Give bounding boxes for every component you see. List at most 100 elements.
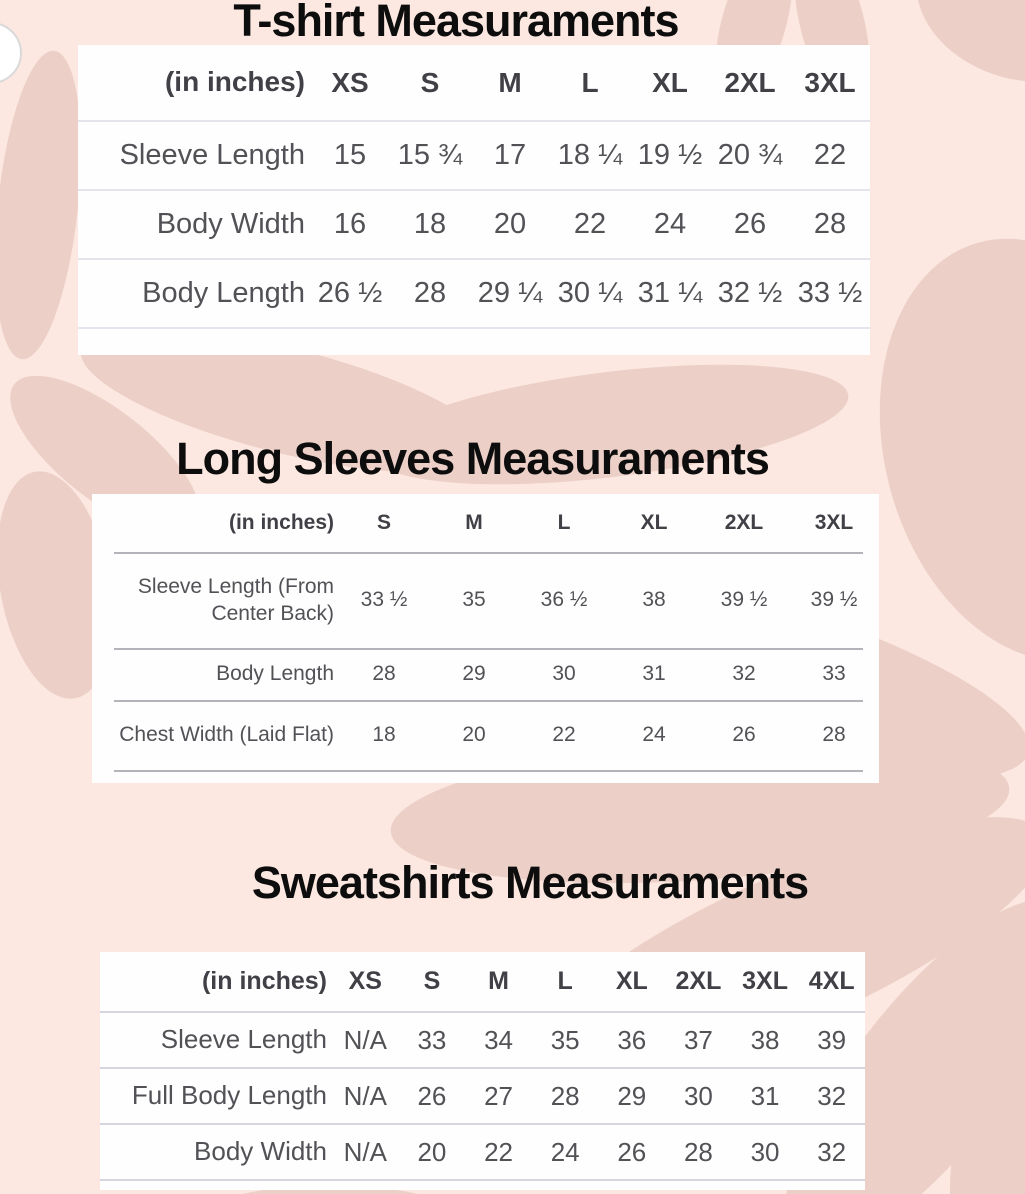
table-row: Full Body Length N/A 26 27 28 29 30 31 3… (100, 1068, 865, 1124)
size-column-header: L (581, 66, 599, 98)
measurement-value: 28 (372, 662, 396, 685)
measurement-value: 33 ½ (797, 277, 863, 309)
measurement-value: 20 ¾ (717, 139, 783, 171)
measurement-value: 35 (550, 1024, 580, 1055)
measurement-value: 26 (617, 1136, 647, 1167)
measurement-value: 30 ¼ (557, 277, 623, 309)
measurement-value: 38 (642, 588, 666, 611)
size-column-header: M (498, 66, 522, 98)
table-row: Chest Width (Laid Flat) 18 20 22 24 26 2… (92, 700, 879, 770)
measurement-row-label: Sleeve Length (160, 1024, 327, 1055)
measurement-value: 18 (413, 208, 447, 240)
table-row: Body Length 26 ½ 28 29 ¼ 30 ¼ 31 ¼ 32 ½ … (78, 259, 870, 328)
size-column-header: 4XL (808, 967, 855, 995)
measurement-value: 22 (813, 139, 847, 171)
measurement-row-label: Sleeve Length (119, 138, 305, 171)
sweatshirts-table-title: Sweatshirts Measuraments (251, 857, 809, 908)
measurement-value: 32 ½ (717, 277, 783, 309)
measurement-row-label: Sleeve Length (From Center Back) (137, 574, 334, 625)
row-divider (114, 648, 863, 650)
tshirt-table-title: T-shirt Measuraments (233, 0, 679, 46)
measurement-value: 22 (573, 208, 607, 240)
measurement-value: 26 (733, 208, 767, 240)
measurement-value: 17 (493, 139, 527, 171)
size-column-header: 3XL (804, 66, 856, 98)
size-column-header: XL (652, 66, 688, 98)
measurement-value: 32 (732, 662, 756, 685)
measurement-value: 30 (750, 1136, 780, 1167)
measurement-value: 34 (484, 1024, 514, 1055)
measurement-value: 24 (642, 723, 666, 746)
measurement-value: 29 (617, 1080, 647, 1111)
measurement-row-label: Body Length (216, 662, 334, 686)
measurement-value: 20 (493, 208, 527, 240)
measurement-value: 28 (413, 277, 447, 309)
table-row: Sleeve Length 15 15 ¾ 17 18 ¼ 19 ½ 20 ¾ … (78, 121, 870, 190)
measurement-value: 26 ½ (317, 277, 383, 309)
measurement-value: 38 (750, 1024, 780, 1055)
measurement-value: 30 (683, 1080, 713, 1111)
measurement-value: 18 (372, 723, 396, 746)
measurement-value: N/A (343, 1080, 387, 1111)
measurement-value: 15 ¾ (397, 139, 463, 171)
measurement-value: 30 (552, 662, 576, 685)
measurement-value: 22 (552, 723, 576, 746)
table-header-row: (in inches) XS S M L XL 2XL 3XL 4XL (100, 952, 865, 1012)
long-sleeves-size-table: (in inches) S M L XL 2XL 3XL Sleeve Leng… (92, 494, 879, 783)
table-header-row: (in inches) XS S M L XL 2XL 3XL (78, 45, 870, 121)
table-header-row: (in inches) S M L XL 2XL 3XL (92, 494, 879, 552)
measurement-value: 31 (750, 1080, 780, 1111)
measurement-value: 28 (683, 1136, 713, 1167)
measurement-value: 31 (642, 662, 666, 685)
size-column-header: S (420, 66, 440, 98)
measurement-value: 39 ½ (810, 588, 858, 611)
measurement-value: N/A (343, 1024, 387, 1055)
table-row: Sleeve Length (From Center Back) 33 ½ 35… (92, 552, 879, 648)
flower-petal-decoration (897, 0, 1025, 105)
measurement-value: 33 (417, 1024, 447, 1055)
measurement-value: 33 ½ (360, 588, 408, 611)
table-row: Body Width N/A 20 22 24 26 28 30 32 (100, 1124, 865, 1180)
measurement-value: 32 (817, 1080, 847, 1111)
measurement-value: 19 ½ (637, 139, 703, 171)
size-column-header: S (423, 967, 441, 995)
measurement-value: 22 (484, 1136, 514, 1167)
long-sleeves-table-title: Long Sleeves Measuraments (176, 433, 770, 484)
size-column-header: 3XL (742, 967, 788, 995)
size-column-header: L (557, 511, 571, 534)
size-column-header: XL (615, 967, 648, 995)
measurement-value: N/A (343, 1136, 387, 1167)
measurement-row-label: Chest Width (Laid Flat) (119, 723, 334, 747)
measurement-value: 36 ½ (540, 588, 588, 611)
size-column-header: S (376, 511, 391, 534)
unit-label: (in inches) (201, 967, 327, 996)
measurement-value: 28 (822, 723, 846, 746)
size-column-header: L (557, 967, 573, 995)
unit-label: (in inches) (164, 66, 305, 98)
measurement-value: 29 ¼ (477, 277, 543, 309)
measurement-row-label: Body Width (194, 1136, 327, 1167)
size-column-header: XL (640, 511, 668, 534)
measurement-value: 35 (462, 588, 486, 611)
size-column-header: XS (348, 967, 382, 995)
measurement-value: 20 (417, 1136, 447, 1167)
measurement-value: 37 (683, 1024, 713, 1055)
measurement-value: 20 (462, 723, 486, 746)
measurement-row-label: Body Width (156, 207, 305, 240)
measurement-value: 16 (333, 208, 367, 240)
measurement-value: 33 (822, 662, 846, 685)
measurement-value: 24 (550, 1136, 580, 1167)
measurement-value: 39 ½ (720, 588, 768, 611)
measurement-value: 39 (817, 1024, 847, 1055)
row-divider (114, 552, 863, 554)
measurement-value: 26 (417, 1080, 447, 1111)
size-column-header: 3XL (814, 511, 854, 534)
measurement-value: 18 ¼ (557, 139, 623, 171)
measurement-value: 24 (653, 208, 687, 240)
size-column-header: M (465, 511, 483, 534)
measurement-value: 15 (333, 139, 367, 171)
measurement-value: 28 (550, 1080, 580, 1111)
sweatshirts-size-table: (in inches) XS S M L XL 2XL 3XL 4XL Slee… (100, 952, 865, 1190)
row-divider (114, 770, 863, 772)
